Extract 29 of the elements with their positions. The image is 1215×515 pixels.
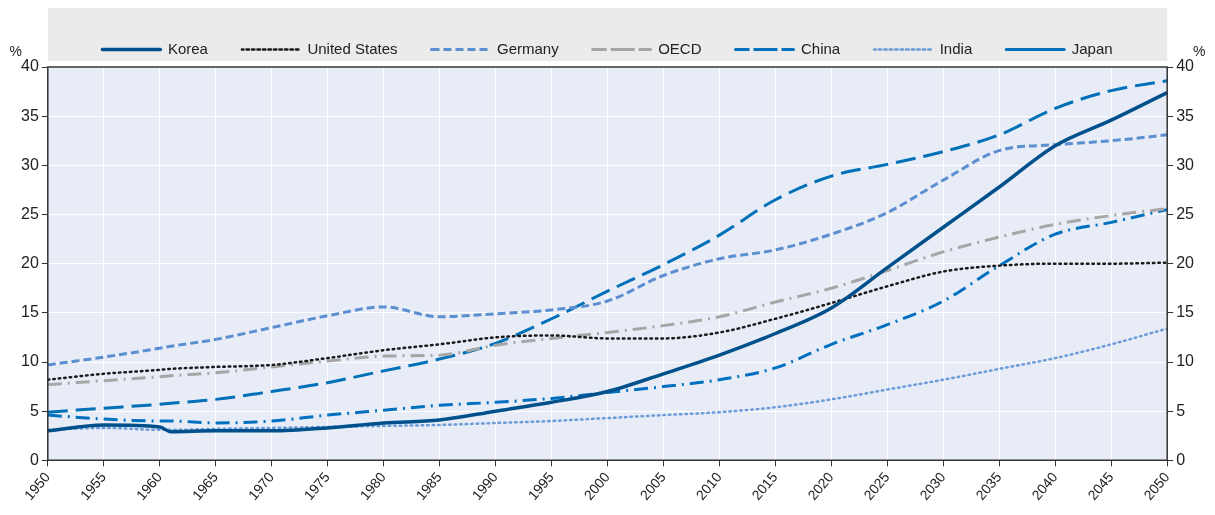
y-tick-label: 35 — [21, 106, 39, 124]
y-tick-label: 15 — [21, 303, 39, 321]
y-tick-label: 10 — [21, 352, 39, 370]
legend-label: Japan — [1071, 39, 1113, 57]
legend-label: China — [801, 39, 841, 57]
y2-tick-label: 0 — [1176, 450, 1186, 468]
y2-tick-label: 30 — [1176, 155, 1195, 173]
line-series — [47, 133, 1168, 367]
y2-tick-label: 35 — [1176, 106, 1195, 124]
y-axis-title: % — [9, 42, 23, 59]
legend-label: United States — [307, 39, 398, 57]
y2-tick-label: 5 — [1176, 401, 1186, 419]
y2-tick-label: 15 — [1176, 303, 1195, 321]
y-tick-label: 40 — [21, 57, 39, 75]
y-tick-label: 30 — [21, 155, 39, 173]
line-series — [47, 261, 1168, 381]
legend-label: OECD — [658, 39, 702, 57]
legend-label: Germany — [496, 39, 560, 57]
y2-tick-label: 25 — [1176, 204, 1195, 222]
y-tick-label: 0 — [29, 450, 39, 468]
y-tick-label: 20 — [21, 254, 39, 272]
y-tick-label: 5 — [29, 401, 39, 419]
y2-tick-label: 20 — [1176, 254, 1195, 272]
legend-label: India — [939, 39, 973, 57]
y2-axis-title: % — [1192, 42, 1206, 59]
legend-label: Korea — [167, 39, 209, 57]
y2-tick-label: 40 — [1176, 57, 1195, 75]
y2-tick-label: 10 — [1176, 352, 1195, 370]
y-tick-label: 25 — [21, 204, 39, 222]
